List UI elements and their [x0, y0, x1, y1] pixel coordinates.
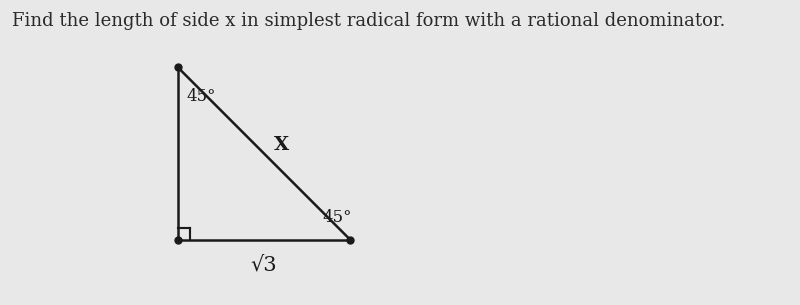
Text: 45°: 45°	[322, 209, 352, 226]
Text: 45°: 45°	[186, 88, 216, 105]
Text: Find the length of side x in simplest radical form with a rational denominator.: Find the length of side x in simplest ra…	[12, 12, 726, 30]
Text: √3: √3	[250, 255, 278, 274]
Text: X: X	[274, 136, 289, 154]
